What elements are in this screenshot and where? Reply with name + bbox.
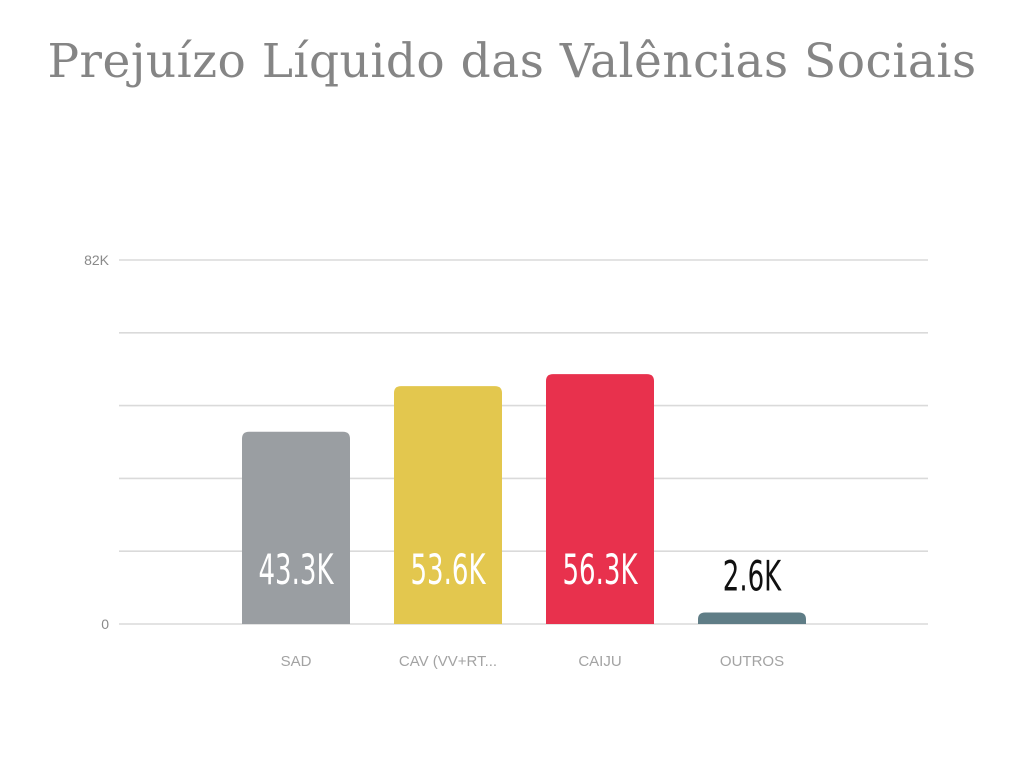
bar-2 bbox=[546, 374, 654, 624]
data-label-1: 53.6K bbox=[410, 547, 486, 595]
data-label-0: 43.3K bbox=[258, 547, 334, 595]
bar-3 bbox=[698, 612, 806, 624]
y-tick-label-0: 0 bbox=[101, 616, 109, 632]
y-tick-label-1: 82K bbox=[84, 252, 110, 268]
data-label-3: 2.6K bbox=[723, 553, 782, 601]
bar-1 bbox=[394, 386, 502, 624]
data-label-2: 56.3K bbox=[562, 547, 638, 595]
category-label-1: CAV (VV+RT... bbox=[399, 653, 497, 670]
category-label-2: CAIJU bbox=[578, 653, 621, 670]
bar-0 bbox=[242, 431, 350, 624]
chart-title: Prejuízo Líquido das Valências Sociais bbox=[47, 34, 977, 89]
category-label-3: OUTROS bbox=[720, 653, 784, 670]
category-label-0: SAD bbox=[281, 653, 312, 670]
